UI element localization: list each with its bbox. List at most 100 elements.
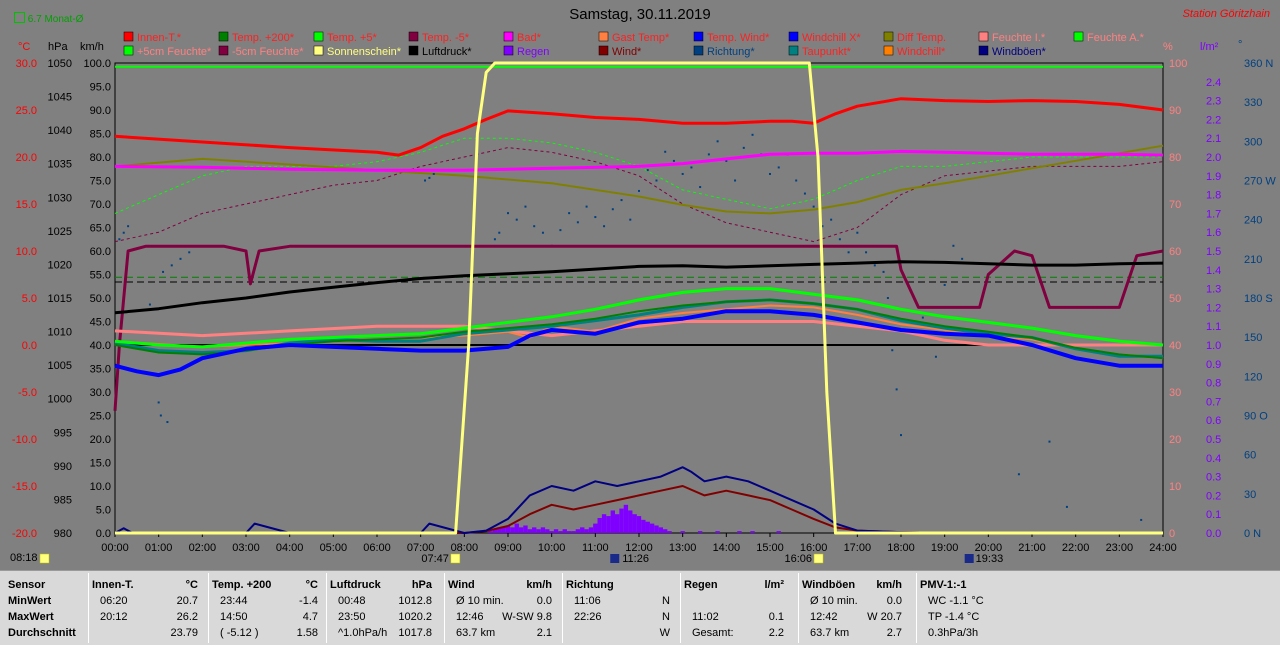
tick-kmh: 70.0 (90, 199, 111, 211)
series-bad (114, 149, 1164, 172)
series-sonnenschein (115, 61, 1163, 535)
monthly-average-label: 6.7 Monat-Ø (14, 12, 83, 25)
tick-percent: 30 (1169, 387, 1181, 399)
direction-point (515, 218, 518, 221)
legend-swatch-feuchte-a (1073, 31, 1084, 42)
legend-swatch-gast-temp (598, 31, 609, 42)
legend-swatch-richtung (693, 45, 704, 56)
legend-label-windchill: Windchill* (897, 46, 946, 58)
tick-percent: 100 (1169, 58, 1187, 70)
direction-point (1065, 505, 1068, 508)
legend-swatch-temp-wind (693, 31, 704, 42)
rain-bar (575, 529, 581, 533)
series-windchill (114, 147, 1164, 243)
direction-point (188, 251, 191, 254)
tick-direction: 180 S (1244, 293, 1273, 305)
direction-point (856, 231, 859, 234)
stats-time: WC -1.1 °C (928, 595, 984, 607)
direction-point (559, 229, 562, 232)
direction-point (886, 297, 889, 299)
rain-bar (571, 531, 576, 533)
tick-lm2: 2.3 (1206, 96, 1221, 108)
direction-point (541, 231, 544, 234)
x-tick-label: 07:00 (407, 542, 435, 554)
direction-point (664, 150, 667, 153)
legend-label-regen: Regen (517, 46, 549, 58)
legend-swatch-temp-5 (313, 31, 324, 42)
direction-point (952, 244, 955, 247)
direction-point (751, 133, 754, 136)
stats-separator (562, 573, 563, 643)
tick-lm2: 0.0 (1206, 528, 1221, 540)
station-name: Station Göritzhain (1182, 8, 1270, 20)
stats-value: 1020.2 (398, 611, 432, 623)
stats-value: 26.2 (176, 611, 198, 623)
stats-value: 0.0 (886, 595, 902, 607)
x-tick-label: 10:00 (538, 542, 566, 554)
tick-hpa: 985 (54, 494, 72, 506)
series-temp-wind (114, 309, 1163, 378)
weather-chart-area: Innen-T.* Temp. +200* Temp. +5* Temp. -5* Ba… (10, 6, 1277, 565)
stats-value: -1.4 (299, 595, 318, 607)
sunrise-icon (450, 553, 461, 564)
x-tick-label: 06:00 (363, 542, 391, 554)
unit-label-percent: % (1163, 41, 1173, 53)
legend-swatch-windchill (883, 45, 894, 56)
direction-point (428, 176, 431, 179)
unit-label-lm2: l/m² (1200, 41, 1219, 53)
tick-kmh: 65.0 (90, 223, 111, 235)
stats-header: Windböen (802, 579, 856, 591)
tick-lm2: 0.7 (1206, 396, 1221, 408)
legend-swatch-temp-200 (218, 31, 229, 42)
x-tick-label: 23:00 (1106, 542, 1134, 554)
tick-lm2: 1.6 (1206, 227, 1221, 239)
stats-time: Ø 10 min. (810, 595, 858, 607)
stats-separator (88, 573, 89, 643)
tick-hpa: 1035 (48, 159, 72, 171)
direction-point (943, 283, 946, 286)
tick-lm2: 0.4 (1206, 453, 1221, 465)
tick-kmh: 75.0 (90, 176, 111, 188)
direction-point (498, 231, 501, 234)
tick-celsius: 20.0 (16, 152, 37, 164)
rain-bar (715, 531, 720, 533)
moonrise-time: 08:18 (10, 552, 38, 564)
stats-time: 12:42 (810, 611, 838, 623)
legend-label-diff-temp: Diff Temp. (897, 32, 946, 44)
legend-label-gast-temp: Gast Temp* (612, 32, 670, 44)
stats-time: 23:50 (338, 611, 366, 623)
tick-lm2: 2.1 (1206, 133, 1221, 145)
direction-point (821, 225, 824, 228)
x-tick-label: 24:00 (1149, 542, 1177, 554)
direction-point (672, 159, 675, 162)
stats-time: 20:12 (100, 611, 128, 623)
unit-label-kmh: km/h (80, 41, 104, 53)
tick-kmh: 55.0 (90, 270, 111, 282)
rain-bar (501, 527, 506, 533)
legend-label-bad: Bad* (517, 32, 542, 44)
tick-direction: 300 (1244, 136, 1262, 148)
x-tick-label: 11:00 (582, 542, 609, 554)
stats-unit: °C (305, 579, 318, 591)
stats-time: ( -5.12 ) (220, 627, 259, 639)
tick-kmh: 45.0 (90, 317, 111, 329)
stats-value: N (662, 595, 670, 607)
tick-celsius: 5.0 (22, 293, 37, 305)
rain-bar (649, 523, 655, 533)
rain-bar (636, 516, 642, 533)
legend-label-innen-t: Innen-T.* (137, 32, 182, 44)
tick-kmh: 85.0 (90, 129, 111, 141)
stats-value: 0.1 (768, 611, 784, 623)
direction-point (900, 434, 902, 437)
direction-point (725, 159, 728, 162)
rain-bar (654, 525, 659, 533)
tick-celsius: -10.0 (12, 434, 37, 446)
tick-kmh: 60.0 (90, 246, 111, 258)
tick-hpa: 990 (54, 461, 72, 473)
direction-point (620, 199, 623, 202)
tick-percent: 70 (1169, 199, 1181, 211)
legend-swatch-taupunkt (788, 45, 799, 56)
direction-point (838, 238, 841, 241)
legend-label-temp-200: Temp. +200* (232, 32, 295, 44)
tick-kmh: 30.0 (90, 387, 111, 399)
